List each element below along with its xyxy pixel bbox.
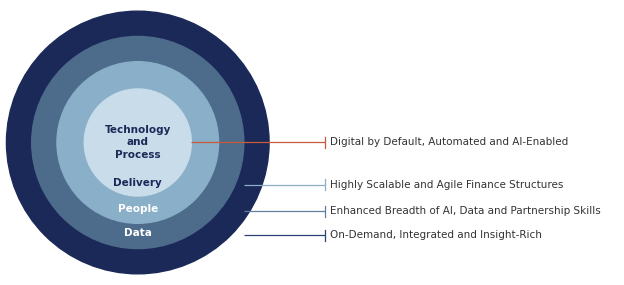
Text: People: People	[118, 204, 158, 214]
Text: Digital by Default, Automated and AI-Enabled: Digital by Default, Automated and AI-Ena…	[329, 137, 568, 148]
Text: Delivery: Delivery	[114, 178, 162, 188]
Text: On-Demand, Integrated and Insight-Rich: On-Demand, Integrated and Insight-Rich	[329, 231, 542, 241]
Text: Data: Data	[124, 228, 152, 239]
Circle shape	[84, 89, 192, 196]
Text: Enhanced Breadth of AI, Data and Partnership Skills: Enhanced Breadth of AI, Data and Partner…	[329, 206, 600, 216]
Text: Highly Scalable and Agile Finance Structures: Highly Scalable and Agile Finance Struct…	[329, 180, 563, 190]
Circle shape	[32, 36, 244, 249]
Circle shape	[57, 62, 218, 223]
Text: Technology
and
Process: Technology and Process	[105, 125, 171, 160]
Circle shape	[6, 11, 269, 274]
